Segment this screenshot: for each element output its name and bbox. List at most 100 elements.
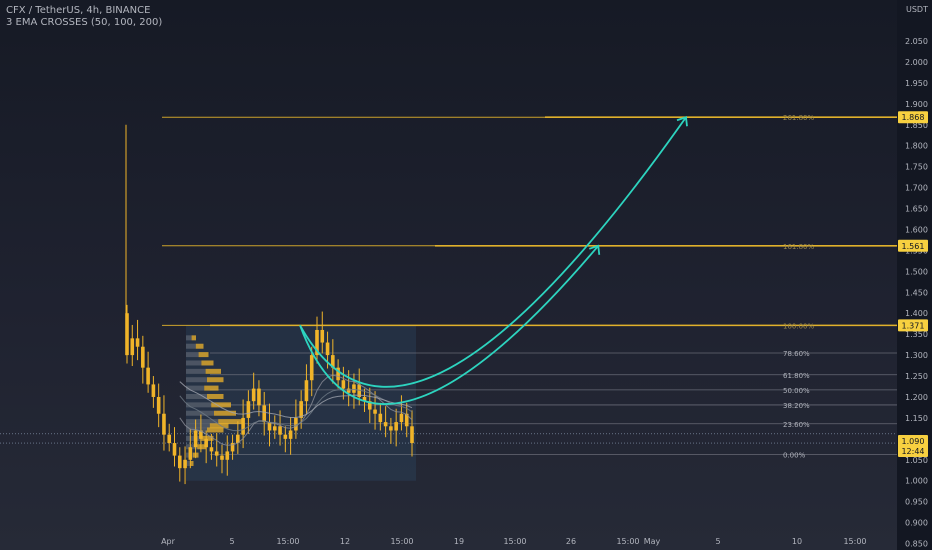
fib-price-tag-text: 1.561 — [902, 242, 925, 251]
candle-body — [272, 426, 277, 431]
volume-profile-bar — [186, 385, 205, 391]
candle-body — [188, 447, 193, 460]
candle-body — [309, 355, 314, 381]
x-tick-label: 15:00 — [843, 537, 866, 546]
candle-body — [320, 329, 325, 343]
x-tick-label: 19 — [454, 537, 464, 546]
x-tick-label: 15:00 — [616, 537, 639, 546]
y-tick-label: 1.050 — [905, 456, 928, 465]
candle-body — [262, 405, 267, 423]
candle-body — [362, 396, 367, 402]
volume-profile-bar — [195, 343, 204, 349]
fib-price-tag — [898, 239, 928, 252]
candle-body — [404, 413, 409, 427]
projection-arrowhead — [588, 244, 601, 255]
candle-body — [172, 443, 177, 456]
y-tick-label: 2.000 — [905, 58, 928, 67]
candle-body — [267, 422, 272, 431]
candle-body — [294, 417, 298, 431]
candle-body — [183, 459, 187, 469]
y-axis-label: USDT — [906, 5, 928, 14]
volume-profile-bar — [191, 335, 196, 341]
volume-profile-bar — [207, 377, 224, 383]
indicator-title: 3 EMA CROSSES (50, 100, 200) — [6, 17, 163, 28]
volume-profile-bar — [186, 435, 202, 441]
y-tick-label: 1.000 — [905, 477, 928, 486]
candle-body — [230, 443, 235, 452]
y-tick-label: 1.750 — [905, 163, 928, 172]
fib-price-tag — [898, 319, 928, 332]
candle-body — [141, 346, 145, 368]
volume-profile-bar — [186, 343, 196, 349]
y-tick-label: 1.600 — [905, 225, 928, 234]
candle-body — [288, 430, 293, 439]
fib-level-label: 38.20% — [783, 402, 810, 410]
y-tick-label: 1.700 — [905, 184, 928, 193]
volume-profile-bar — [186, 360, 202, 366]
y-tick-label: 1.250 — [905, 372, 928, 381]
candle-body — [162, 413, 166, 435]
fib-level-label: 161.80% — [783, 243, 814, 251]
volume-profile-bar — [186, 419, 219, 425]
candle-body — [378, 413, 383, 423]
y-tick-label: 1.150 — [905, 414, 928, 423]
candle-body — [204, 438, 208, 448]
fib-level-label: 78.60% — [783, 350, 810, 358]
candle-body — [367, 401, 372, 410]
fib-level-label: 0.00% — [783, 451, 806, 459]
candle-body — [220, 455, 224, 460]
y-tick-label: 1.400 — [905, 309, 928, 318]
y-tick-label: 1.950 — [905, 79, 928, 88]
symbol-title: CFX / TetherUS, 4h, BINANCE — [6, 5, 151, 16]
volume-profile-bar — [186, 335, 192, 341]
candle-body — [336, 367, 340, 381]
y-tick-label: 0.850 — [905, 540, 928, 549]
volume-profile-bar — [186, 377, 207, 383]
candle-body — [341, 380, 346, 389]
candle-body — [156, 396, 161, 414]
candle-body — [130, 338, 135, 356]
candle-body — [146, 367, 150, 385]
candle-body — [399, 413, 404, 423]
projection-arrow — [299, 116, 687, 388]
volume-profile-bar — [186, 423, 210, 429]
x-tick-label: 15:00 — [276, 537, 299, 546]
x-tick-label: 10 — [792, 537, 802, 546]
x-tick-label: 5 — [229, 537, 234, 546]
volume-profile-bar — [218, 419, 244, 425]
volume-profile-bar — [207, 393, 224, 399]
candle-body — [383, 422, 388, 427]
y-tick-label: 1.300 — [905, 351, 928, 360]
y-tick-label: 0.950 — [905, 498, 928, 507]
candle-body — [246, 401, 251, 418]
volume-profile-bar — [186, 352, 199, 358]
current-price-tag — [898, 435, 928, 458]
fib-price-tag-text: 1.868 — [902, 113, 925, 122]
fib-level-label: 61.80% — [783, 372, 810, 380]
candle-body — [394, 422, 398, 431]
candle-body — [177, 455, 182, 469]
candle-body — [209, 447, 214, 452]
price-axis-bg — [897, 0, 932, 550]
candle-body — [225, 451, 230, 460]
y-tick-label: 1.450 — [905, 288, 928, 297]
candle-body — [410, 426, 414, 444]
candle-body — [346, 388, 351, 393]
volume-profile-bar — [186, 460, 191, 466]
fib-level-label: 50.00% — [783, 387, 810, 395]
volume-profile-bar — [204, 385, 219, 391]
y-tick-label: 1.350 — [905, 330, 928, 339]
y-tick-label: 0.900 — [905, 519, 928, 528]
volume-profile-bar — [186, 444, 198, 450]
volume-profile-bar — [211, 402, 231, 408]
volume-profile-bar — [186, 402, 212, 408]
volume-profile-bar — [214, 410, 236, 416]
fib-level-label: 100.00% — [783, 322, 814, 330]
volume-profile-bar — [186, 368, 206, 374]
candle-body — [199, 430, 203, 439]
candle-body — [167, 434, 172, 444]
volume-profile-bar — [186, 410, 214, 416]
x-tick-label: 26 — [566, 537, 576, 546]
